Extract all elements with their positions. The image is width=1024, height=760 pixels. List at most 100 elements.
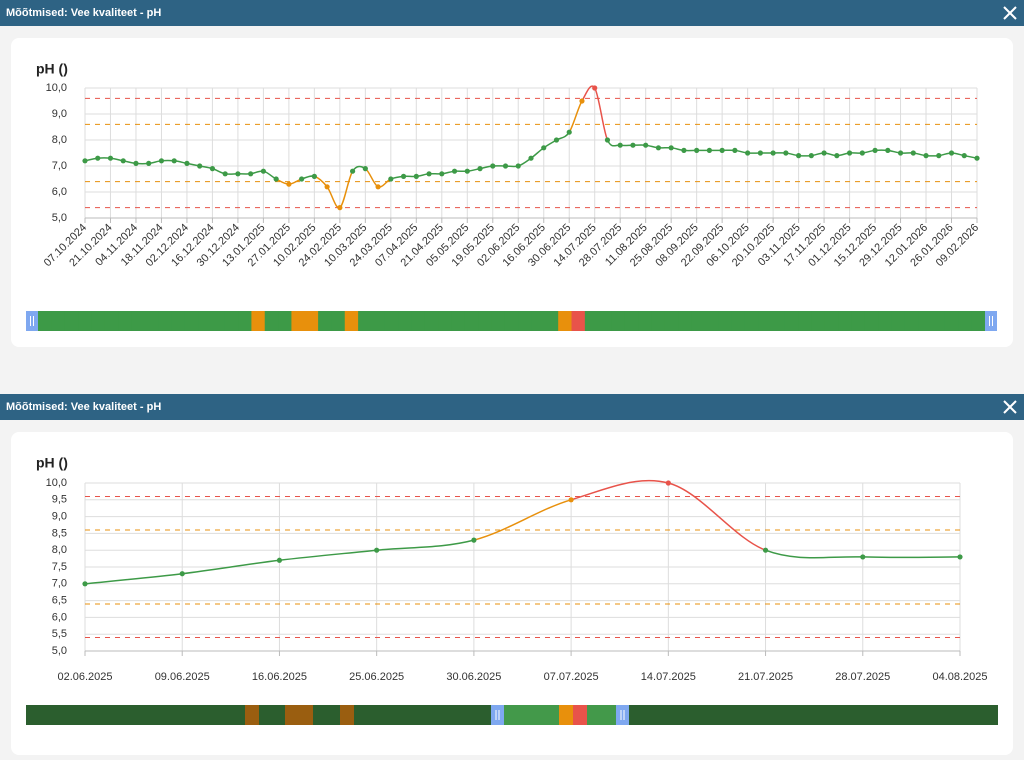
x-tick-label: 30.06.2025 — [446, 671, 501, 683]
data-point — [299, 176, 305, 182]
range-navigator[interactable] — [26, 705, 998, 725]
y-tick-label: 6,5 — [52, 595, 67, 607]
window-title: Mõõtmised: Vee kvaliteet - pH — [6, 401, 161, 413]
navigator-segment — [144, 311, 159, 331]
data-point — [222, 171, 228, 177]
navigator-handle[interactable] — [985, 311, 997, 331]
data-point — [528, 155, 534, 161]
line-segment — [376, 539, 475, 551]
data-point — [957, 554, 963, 560]
data-point — [732, 147, 738, 153]
y-tick-label: 10,0 — [46, 477, 67, 489]
data-point — [451, 168, 458, 174]
data-point — [757, 150, 763, 156]
x-tick-label: 16.06.2025 — [252, 671, 307, 683]
x-tick-label: 07.07.2025 — [544, 671, 599, 683]
navigator-segment — [211, 311, 226, 331]
data-point — [471, 537, 477, 543]
navigator-segment — [464, 311, 479, 331]
data-point — [276, 557, 283, 563]
data-point — [464, 168, 470, 174]
navigator-segment — [291, 311, 306, 331]
data-point — [604, 137, 611, 143]
data-point — [95, 155, 101, 161]
chart-panel — [11, 432, 1013, 755]
data-point — [568, 497, 574, 503]
data-point — [260, 168, 266, 174]
navigator-segment — [478, 311, 492, 331]
window-header — [0, 0, 1024, 26]
data-point — [783, 150, 789, 156]
close-button[interactable] — [1003, 400, 1017, 414]
data-point — [665, 480, 671, 486]
data-point — [566, 129, 572, 135]
navigator-segment — [704, 311, 719, 331]
close-button[interactable] — [1003, 6, 1017, 20]
data-point — [311, 173, 317, 179]
y-tick-label: 9,0 — [52, 108, 67, 120]
data-point — [477, 166, 483, 172]
data-point — [762, 547, 769, 553]
navigator-segment — [91, 311, 106, 331]
navigator-segment — [184, 311, 199, 331]
data-point — [897, 150, 904, 156]
navigator-segment — [958, 311, 973, 331]
x-tick-label: 04.08.2025 — [932, 671, 987, 683]
navigator-segment — [544, 311, 559, 331]
data-point — [885, 147, 891, 153]
data-point — [643, 142, 649, 148]
data-point — [502, 163, 509, 169]
data-point — [553, 137, 560, 143]
line-segment — [84, 572, 183, 585]
data-point — [82, 158, 88, 164]
data-point — [184, 160, 190, 166]
line-segment — [473, 499, 572, 541]
navigator-segment — [318, 311, 332, 331]
data-point — [400, 173, 407, 179]
data-point — [936, 153, 942, 159]
data-point — [235, 171, 241, 177]
navigator-segment — [944, 311, 959, 331]
line-segment — [765, 549, 863, 559]
navigator-segment — [504, 311, 519, 331]
x-tick-label: 28.07.2025 — [835, 671, 890, 683]
y-tick-label: 5,0 — [52, 212, 67, 224]
y-tick-label: 5,0 — [52, 645, 67, 657]
data-point — [197, 163, 203, 169]
navigator-handle[interactable] — [26, 311, 38, 331]
data-point — [579, 98, 585, 104]
line-segment — [570, 479, 669, 501]
data-point — [846, 150, 853, 156]
navigator-segment — [398, 311, 412, 331]
data-point — [82, 581, 88, 587]
x-tick-label: 02.06.2025 — [57, 671, 112, 683]
data-point — [209, 166, 216, 172]
navigator-segment — [38, 311, 52, 331]
y-tick-label: 5,5 — [52, 628, 67, 640]
navigator-segment — [904, 311, 919, 331]
navigator-segment — [624, 311, 639, 331]
navigator-segment — [64, 311, 79, 331]
navigator-segment — [78, 311, 92, 331]
x-tick-label: 21.07.2025 — [738, 671, 793, 683]
data-point — [439, 171, 445, 177]
data-point — [910, 150, 916, 156]
data-point — [694, 147, 700, 153]
data-point — [362, 166, 368, 172]
navigator-segment — [731, 311, 746, 331]
y-tick-label: 7,5 — [52, 561, 67, 573]
navigator-segment — [811, 311, 826, 331]
data-point — [133, 160, 139, 166]
data-point — [179, 571, 185, 577]
data-point — [655, 145, 662, 151]
data-point — [808, 153, 814, 159]
navigator-segment — [584, 311, 599, 331]
data-point — [948, 150, 955, 156]
data-point — [834, 153, 840, 159]
navigator-segment — [104, 311, 119, 331]
y-tick-label: 8,0 — [52, 134, 67, 146]
navigator-segment — [771, 311, 786, 331]
navigator-segment — [611, 311, 626, 331]
